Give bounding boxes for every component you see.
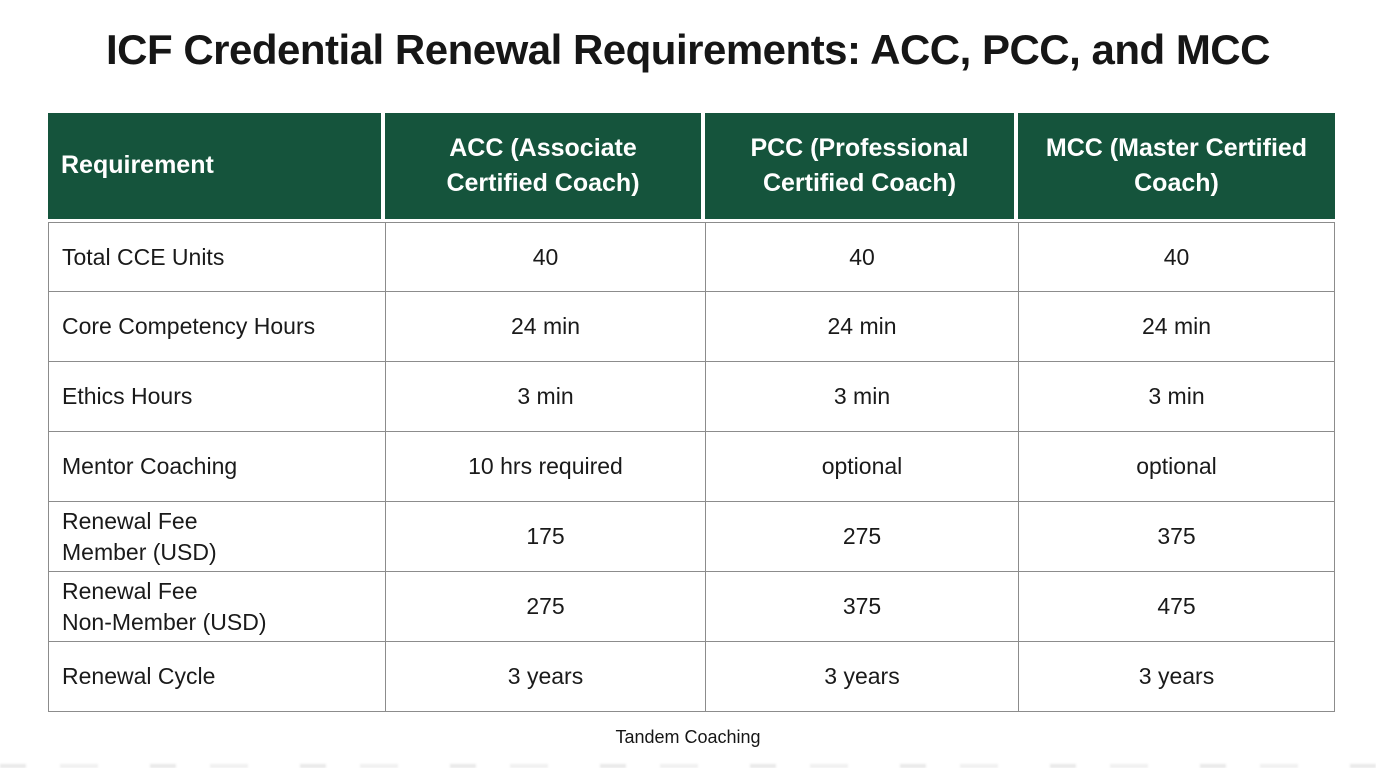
table-body: Total CCE Units 40 40 40 Core Competency Hou… xyxy=(48,222,1335,712)
row-value-pcc: 24 min xyxy=(705,292,1018,362)
row-label: Renewal Fee Member (USD) xyxy=(48,502,385,572)
row-value-pcc: optional xyxy=(705,432,1018,502)
row-label: Total CCE Units xyxy=(48,222,385,292)
brand-caption: Tandem Coaching xyxy=(615,727,761,747)
row-value-acc: 275 xyxy=(385,572,705,642)
row-value-pcc: 3 years xyxy=(705,642,1018,712)
row-value-acc: 3 years xyxy=(385,642,705,712)
row-value-mcc: 3 min xyxy=(1018,362,1335,432)
row-value-mcc: 40 xyxy=(1018,222,1335,292)
column-header-pcc: PCC (Professional Certified Coach) xyxy=(705,113,1018,222)
column-header-acc: ACC (Associate Certified Coach) xyxy=(385,113,705,222)
page-title: ICF Credential Renewal Requirements: ACC… xyxy=(106,26,1270,73)
table-row: Renewal Cycle 3 years 3 years 3 years xyxy=(48,642,1335,712)
row-label: Renewal Fee Non-Member (USD) xyxy=(48,572,385,642)
row-label: Ethics Hours xyxy=(48,362,385,432)
table-row: Mentor Coaching 10 hrs required optional op… xyxy=(48,432,1335,502)
table-row: Renewal Fee Member (USD) 175 275 375 xyxy=(48,502,1335,572)
row-value-acc: 3 min xyxy=(385,362,705,432)
header-row: Requirement ACC (Associate Certified Coa… xyxy=(48,113,1335,222)
row-label: Core Competency Hours xyxy=(48,292,385,362)
table-row: Total CCE Units 40 40 40 xyxy=(48,222,1335,292)
table-header: Requirement ACC (Associate Certified Coa… xyxy=(48,113,1335,222)
row-value-mcc: optional xyxy=(1018,432,1335,502)
table-row: Renewal Fee Non-Member (USD) 275 375 475 xyxy=(48,572,1335,642)
column-header-requirement: Requirement xyxy=(48,113,385,222)
row-value-acc: 40 xyxy=(385,222,705,292)
row-label: Renewal Cycle xyxy=(48,642,385,712)
row-value-pcc: 375 xyxy=(705,572,1018,642)
row-value-pcc: 3 min xyxy=(705,362,1018,432)
column-header-mcc: MCC (Master Certified Coach) xyxy=(1018,113,1335,222)
requirements-table: Requirement ACC (Associate Certified Coa… xyxy=(48,113,1335,712)
row-value-mcc: 375 xyxy=(1018,502,1335,572)
row-value-mcc: 475 xyxy=(1018,572,1335,642)
row-value-acc: 175 xyxy=(385,502,705,572)
cropped-text-artifact xyxy=(0,764,1376,768)
table-row: Ethics Hours 3 min 3 min 3 min xyxy=(48,362,1335,432)
table-row: Core Competency Hours 24 min 24 min 24 min xyxy=(48,292,1335,362)
row-value-pcc: 275 xyxy=(705,502,1018,572)
row-value-mcc: 24 min xyxy=(1018,292,1335,362)
row-label: Mentor Coaching xyxy=(48,432,385,502)
row-value-acc: 10 hrs required xyxy=(385,432,705,502)
row-value-pcc: 40 xyxy=(705,222,1018,292)
row-value-acc: 24 min xyxy=(385,292,705,362)
row-value-mcc: 3 years xyxy=(1018,642,1335,712)
